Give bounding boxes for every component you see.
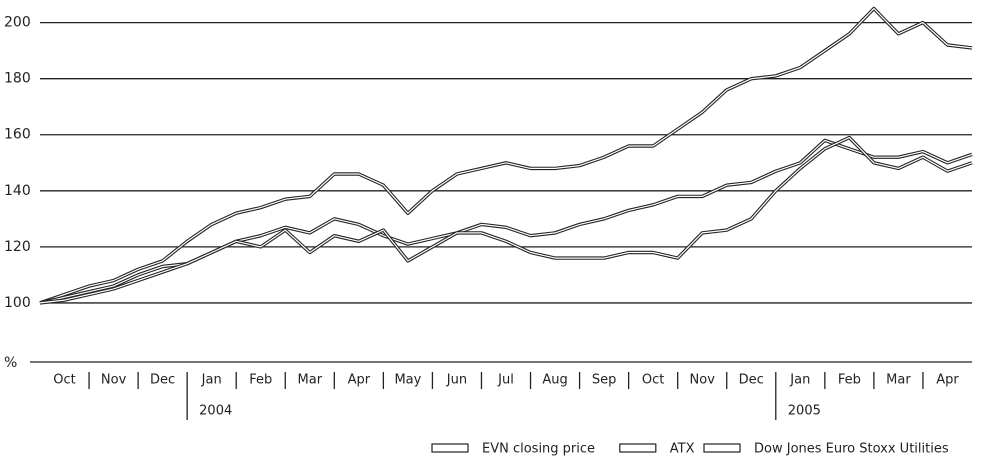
legend-swatch [703,443,741,453]
y-axis-label: % [4,355,17,371]
x-tick-label: Dec [150,373,175,388]
x-tick-label: May [394,373,421,388]
y-tick-label: 140 [4,183,31,199]
y-tick-label: 180 [4,71,31,87]
x-tick-label: Feb [249,373,272,388]
series-line-inner [39,8,973,304]
x-tick-label: Mar [298,373,323,388]
x-tick-label: Nov [690,373,716,388]
x-tick-label: Apr [348,373,371,388]
x-tick-label: Oct [53,373,75,388]
year-label: 2005 [788,404,821,419]
series-line-inner [39,137,973,304]
x-tick-label: Apr [936,373,959,388]
y-tick-label: 120 [4,239,31,255]
x-tick-label: Mar [886,373,911,388]
x-tick-label: Aug [542,373,567,388]
x-tick-label: Sep [592,373,617,388]
x-tick-label: Feb [838,373,861,388]
x-tick-label: Jan [201,373,222,388]
y-tick-label: 200 [4,15,31,31]
x-tick-label: Jun [446,373,467,388]
x-tick-label: Nov [101,373,127,388]
y-tick-label: 100 [4,295,31,311]
series-line-inner [39,139,973,304]
series-line [39,138,973,305]
series-line [39,6,973,305]
legend-label: Dow Jones Euro Stoxx Utilities [754,442,949,457]
x-tick-label: Jan [789,373,810,388]
x-tick-label: Oct [642,373,664,388]
legend-swatch [431,443,469,453]
year-label: 2004 [199,404,232,419]
legend-label: EVN closing price [482,442,595,457]
legend-swatch [619,443,657,453]
x-tick-label: Jul [497,373,514,388]
y-tick-label: 160 [4,127,31,143]
x-tick-label: Dec [739,373,764,388]
legend-label: ATX [670,442,695,457]
